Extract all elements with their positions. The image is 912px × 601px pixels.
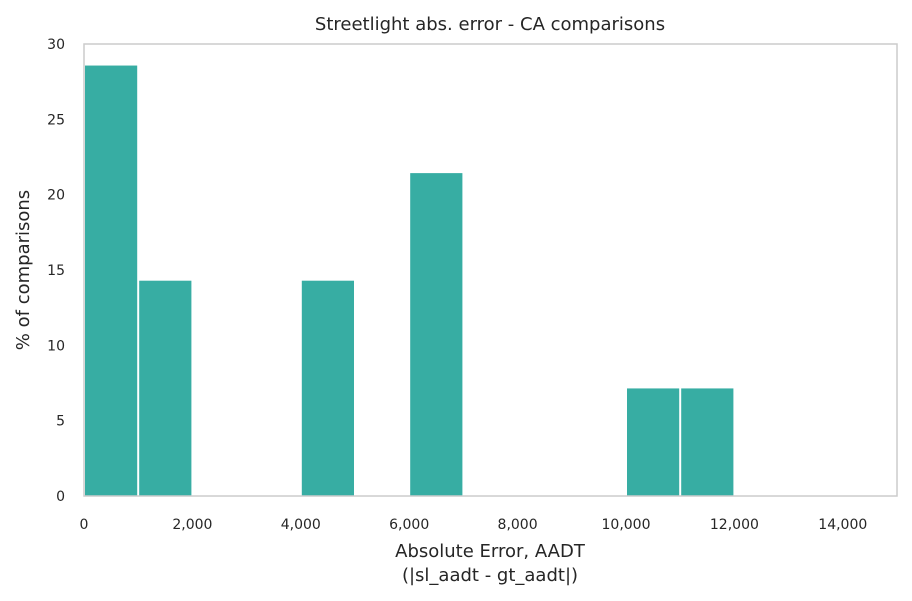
x-tick-label: 14,000 xyxy=(818,517,867,533)
x-tick-label: 2,000 xyxy=(172,517,212,533)
histogram-bar-6 xyxy=(410,173,463,496)
x-tick-label: 0 xyxy=(80,517,89,533)
bars-group xyxy=(85,65,734,496)
y-axis-title: % of comparisons xyxy=(13,190,34,350)
x-tick-label: 12,000 xyxy=(710,517,759,533)
plot-frame xyxy=(83,43,898,497)
y-axis-ticks: 0 5 10 15 20 25 30 xyxy=(47,37,65,505)
x-tick-label: 10,000 xyxy=(602,517,651,533)
chart-title: Streetlight abs. error - CA comparisons xyxy=(315,14,665,35)
x-tick-label: 6,000 xyxy=(389,517,429,533)
histogram-bar-10 xyxy=(627,388,680,496)
histogram-bar-4 xyxy=(301,280,354,496)
y-tick-label: 25 xyxy=(47,112,65,128)
x-axis-ticks: 0 2,000 4,000 6,000 8,000 10,000 12,000 14,000 xyxy=(80,517,868,533)
y-tick-label: 30 xyxy=(47,37,65,53)
y-tick-label: 5 xyxy=(56,414,65,430)
x-axis-title-line2: (|sl_aadt - gt_aadt|) xyxy=(402,565,578,586)
y-tick-label: 20 xyxy=(47,188,65,204)
histogram-bar-11 xyxy=(681,388,734,496)
y-tick-label: 0 xyxy=(56,489,65,505)
x-tick-label: 4,000 xyxy=(281,517,321,533)
x-tick-label: 8,000 xyxy=(498,517,538,533)
y-tick-label: 15 xyxy=(47,263,65,279)
x-axis-title-line1: Absolute Error, AADT xyxy=(395,541,586,562)
histogram-bar-1 xyxy=(139,280,192,496)
histogram-bar-0 xyxy=(85,65,138,496)
y-tick-label: 10 xyxy=(47,338,65,354)
